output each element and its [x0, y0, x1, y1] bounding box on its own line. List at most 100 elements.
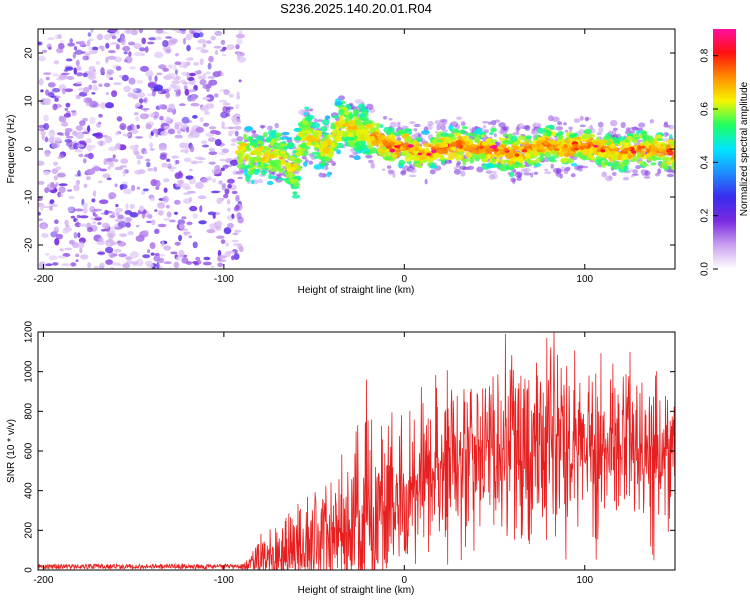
heatmap-halo-blob	[236, 136, 244, 142]
heatmap-noise-blob	[38, 55, 46, 62]
heatmap-noise-blob	[219, 152, 226, 156]
heatmap-noise-blob	[83, 97, 92, 104]
heatmap-noise-blob	[163, 218, 171, 221]
heatmap-noise-blob	[105, 102, 114, 109]
heatmap-signal-blob	[344, 111, 351, 116]
heatmap-noise-blob	[99, 140, 104, 147]
heatmap-noise-blob	[67, 206, 74, 212]
heatmap-signal-blob	[268, 173, 272, 180]
heatmap-noise-blob	[201, 140, 208, 145]
heatmap-noise-blob	[180, 30, 186, 35]
heatmap-noise-blob	[163, 187, 168, 193]
heatmap-noise-blob	[93, 208, 103, 212]
heatmap-noise-blob	[172, 76, 182, 81]
heatmap-noise-blob	[137, 92, 146, 98]
heatmap-noise-blob	[115, 207, 123, 213]
y-tick-label: 20	[24, 47, 35, 59]
heatmap-noise-blob	[105, 157, 115, 162]
heatmap-halo-blob	[354, 99, 363, 104]
heatmap-signal-blob	[290, 166, 297, 171]
heatmap-noise-blob	[44, 187, 50, 194]
heatmap-noise-blob	[101, 228, 107, 232]
heatmap-peak-blob	[602, 146, 607, 149]
heatmap-noise-blob	[158, 253, 166, 257]
heatmap-noise-blob	[75, 179, 81, 186]
heatmap-noise-blob	[233, 253, 240, 260]
heatmap-signal-blob	[592, 157, 597, 162]
heatmap-noise-blob	[180, 149, 189, 153]
heatmap-noise-blob	[202, 261, 212, 266]
heatmap-signal-blob	[650, 162, 657, 166]
heatmap-noise-blob	[199, 79, 207, 86]
heatmap-signal-blob	[440, 132, 449, 137]
heatmap-noise-blob	[206, 228, 216, 234]
heatmap-noise-blob	[221, 187, 226, 191]
heatmap-noise-blob	[213, 45, 222, 49]
heatmap-noise-blob	[237, 52, 241, 60]
heatmap-noise-blob	[147, 214, 153, 219]
y-tick-label: 200	[24, 522, 35, 539]
heatmap-signal-blob	[474, 136, 481, 144]
heatmap-noise-blob	[119, 233, 128, 238]
heatmap-signal-blob	[292, 150, 297, 154]
heatmap-signal-blob	[647, 139, 655, 143]
heatmap-noise-blob	[147, 93, 153, 97]
heatmap-noise-blob	[64, 107, 69, 112]
heatmap-noise-blob	[186, 221, 193, 226]
heatmap-noise-blob	[190, 94, 196, 102]
heatmap-noise-blob	[230, 143, 236, 147]
heatmap-noise-blob	[94, 132, 104, 139]
heatmap-signal-blob	[472, 148, 477, 155]
heatmap-noise-blob	[181, 216, 187, 220]
heatmap-noise-blob	[44, 253, 50, 256]
heatmap-signal-blob	[599, 157, 607, 161]
heatmap-halo-blob	[488, 121, 492, 125]
heatmap-signal-blob	[526, 158, 531, 164]
heatmap-signal-blob	[295, 151, 305, 156]
heatmap-halo-blob	[557, 121, 563, 126]
heatmap-noise-blob	[145, 123, 152, 130]
heatmap-noise-blob	[75, 94, 81, 100]
heatmap-signal-blob	[471, 153, 476, 160]
heatmap-noise-blob	[82, 158, 87, 164]
heatmap-signal-blob	[474, 129, 484, 135]
heatmap-noise-blob	[211, 168, 221, 175]
heatmap-noise-blob	[43, 123, 50, 130]
heatmap-noise-blob	[83, 52, 91, 56]
heatmap-noise-blob	[128, 51, 132, 57]
heatmap-noise-blob	[114, 226, 123, 230]
heatmap-noise-blob	[153, 166, 157, 172]
heatmap-noise-blob	[178, 103, 186, 107]
heatmap-halo-blob	[510, 177, 517, 183]
heatmap-noise-blob	[117, 241, 127, 247]
heatmap-signal-blob	[428, 144, 434, 148]
heatmap-noise-blob	[165, 91, 170, 99]
heatmap-noise-blob	[38, 41, 42, 46]
heatmap-signal-blob	[245, 164, 251, 169]
heatmap-signal-blob	[335, 135, 342, 142]
heatmap-halo-blob	[389, 121, 398, 128]
y-tick-label: 800	[24, 403, 35, 420]
heatmap-noise-blob	[235, 44, 240, 50]
heatmap-halo-blob	[462, 166, 470, 171]
heatmap-noise-blob	[38, 218, 43, 222]
heatmap-signal-blob	[507, 160, 516, 165]
heatmap-signal-blob	[525, 135, 532, 140]
heatmap-signal-blob	[364, 123, 373, 129]
heatmap-noise-blob	[57, 255, 67, 259]
heatmap-peak-blob	[521, 148, 528, 153]
heatmap-noise-blob	[217, 262, 224, 268]
heatmap-signal-blob	[348, 113, 354, 119]
heatmap-noise-blob	[163, 261, 172, 265]
heatmap-signal-blob	[384, 156, 392, 161]
heatmap-halo-blob	[397, 122, 401, 130]
heatmap-noise-blob	[145, 70, 154, 78]
heatmap-halo-blob	[649, 119, 654, 124]
heatmap-noise-blob	[74, 149, 83, 153]
heatmap-halo-blob	[366, 103, 374, 110]
heatmap-signal-blob	[489, 132, 494, 135]
heatmap-noise-blob	[119, 184, 124, 191]
spectrogram-ylabel: Frequency (Hz)	[6, 115, 17, 184]
heatmap-signal-blob	[278, 167, 284, 173]
heatmap-signal-blob	[499, 159, 505, 165]
